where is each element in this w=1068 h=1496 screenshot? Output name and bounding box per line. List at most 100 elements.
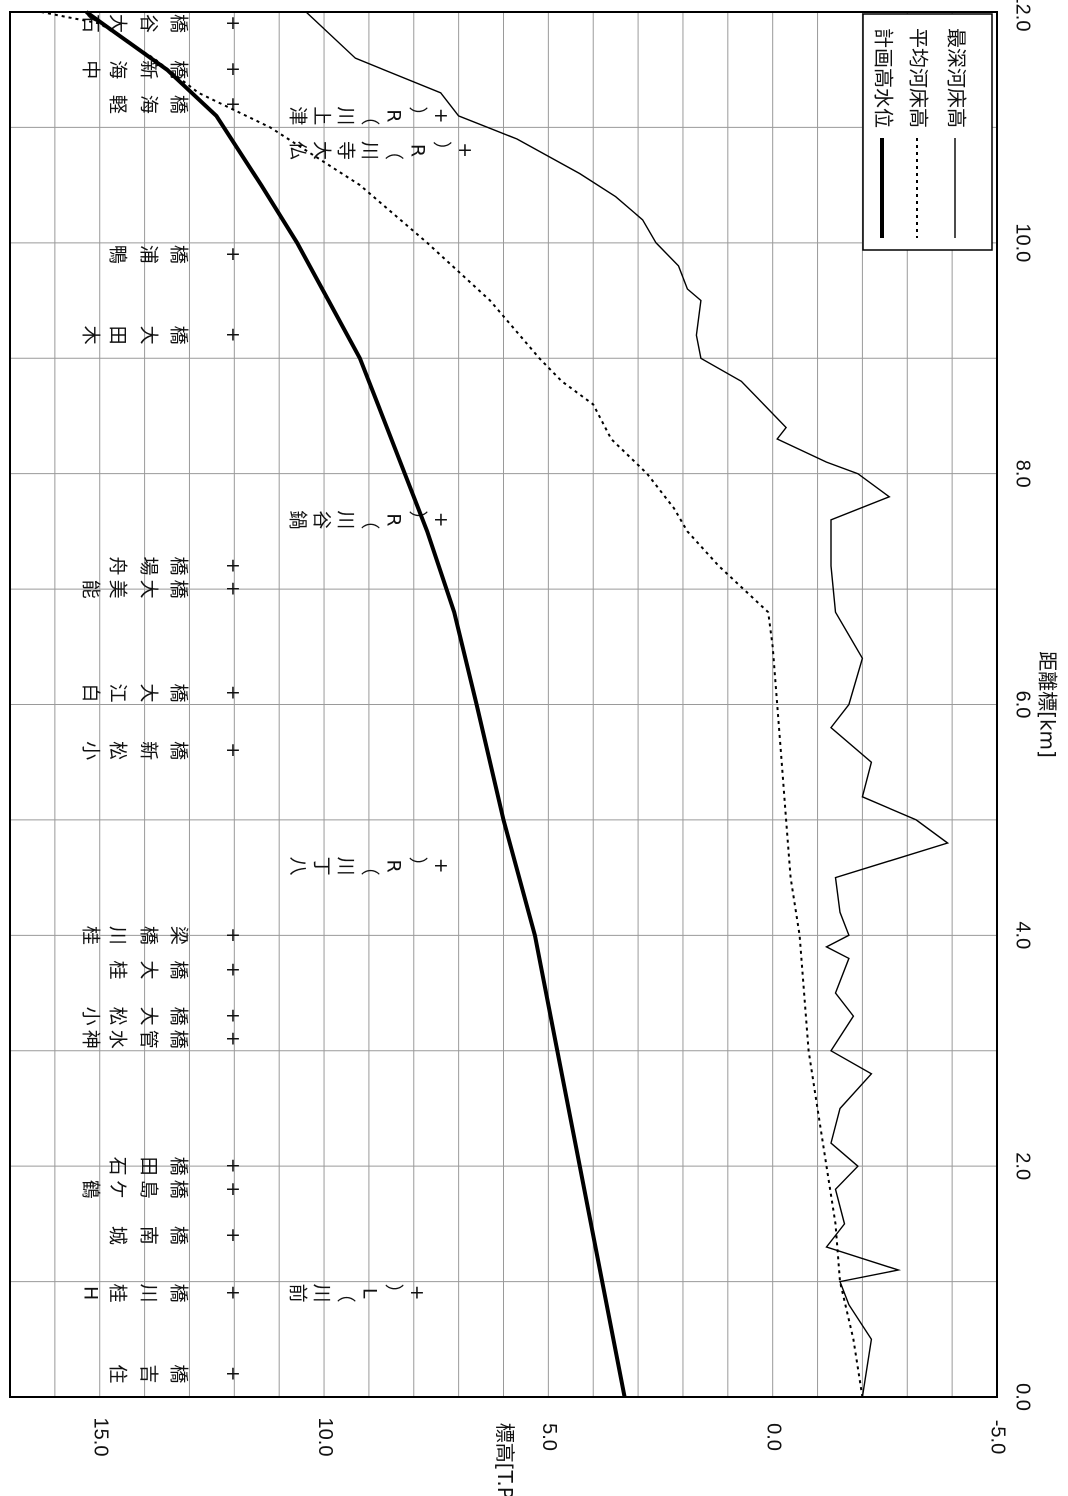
bridge-marker: + [225,1282,241,1304]
bridge-marker: + [225,12,241,34]
tributary-label-char: 川 [335,857,357,876]
tributary-label-char: 大 [311,141,333,160]
tick-labels: -5.00.05.010.015.00.02.04.06.08.010.012.… [89,0,1033,1456]
x-axis-title: 距離標[km] [1036,651,1060,758]
bridge-label-char: 松 [107,741,129,760]
bridge-label-char: 田 [138,1157,160,1176]
x-tick-label: 0.0 [1012,1383,1034,1411]
bridge-label-char: 桂 [107,960,129,979]
bridge-marker: + [225,1005,241,1027]
x-tick-label: 6.0 [1012,691,1034,719]
tributary-label-char: （ [359,510,381,529]
y-tick-label: 10.0 [314,1418,336,1457]
bridge-label: 石田橋 + [107,1155,241,1177]
bridge-label-char: 梁 [168,926,190,945]
bridge-label-char: 江 [107,683,129,702]
bridge-label-char: 中 [80,60,102,79]
bridge-label: 鴨浦橋 + [107,243,241,265]
bridge-label-char: 橋 [168,14,190,33]
series-line [41,11,864,1398]
bridge-label-char: 橋 [168,245,190,264]
bridge-marker: + [225,681,241,703]
bridge-label: 木田大橋 + [80,324,241,346]
bridge-label-char: 橋 [168,741,190,760]
bridge-marker: + [225,243,241,265]
tributary-label-char: （ [383,141,405,160]
tributary-label-char: 谷 [311,510,333,529]
bridge-label: 桂大橋 + [107,958,241,980]
bridge-label-char: 能 [80,580,102,599]
tributary-label-char: R [383,513,405,526]
bridge-label: 舟場橋 + [107,555,241,577]
bridge-label-char: 白 [80,683,102,702]
bridge-label-char: 大 [138,683,160,702]
tributary-label-char: 鍋 [287,510,309,529]
bridge-label-char: 軽 [107,95,129,114]
bridge-label-char: 鴨 [107,245,129,264]
bridge-label-char: 木 [80,326,102,345]
bridge-label-char: 大 [138,580,160,599]
tributary-label-char: R [383,859,405,872]
bridge-label-char: 海 [107,60,129,79]
tributary-label-char: 仏 [287,141,309,160]
legend-box [862,13,993,251]
bridge-label-char: 川 [138,1284,160,1303]
tributary-label-char: 川 [359,141,381,160]
bridge-label-char: 吉 [138,1364,160,1383]
bridge-marker: + [225,1224,241,1246]
y-axis-title: 標高[T.P.m] [493,1423,517,1496]
bridge-label-char: 大 [138,326,160,345]
bridge-label-char: 橋 [168,1180,190,1199]
bridge-marker: + [225,1028,241,1050]
bridge-label-char: 新 [138,741,160,760]
tributary-label-char: 上 [311,106,333,125]
bridge-label-char: 鶴 [80,1180,102,1199]
bridge-label-char: 橋 [168,1284,190,1303]
bridge-marker: + [225,958,241,980]
bridge-label: 桂川橋梁 + [80,924,241,946]
tributary-label-char: 丁 [311,857,333,876]
series-line [85,10,627,1398]
tributary-label-char: ） [431,141,453,160]
bridge-label-char: 橋 [168,95,190,114]
bridge-label-char: 神 [80,1030,102,1049]
bridge-label-char: 桂 [107,1284,129,1303]
bridge-label-char: 南 [138,1226,160,1245]
bridge-label-char: 橋 [168,326,190,345]
bridge-marker: + [225,924,241,946]
x-tick-label: 8.0 [1012,460,1034,488]
bridge-label: 住吉橋 + [107,1362,241,1384]
bridge-label-char: 水 [107,1030,129,1049]
x-tick-label: 2.0 [1012,1152,1034,1180]
bridge-label-char: 橋 [168,1157,190,1176]
bridge-label-char: 谷 [138,14,160,33]
tributary-label-char: 八 [287,857,309,876]
bridge-label-char: 美 [107,580,129,599]
bridge-label-char: 松 [107,1007,129,1026]
bridge-label-char: 橋 [168,1007,190,1026]
bridge-label-char: 舟 [107,556,129,575]
x-tick-label: 4.0 [1012,921,1034,949]
tributary-label: 八丁川（R） + [287,855,449,877]
bridge-label: 城南橋 + [107,1224,241,1246]
tributary-label-char: 寺 [335,141,357,160]
bridge-label-char: 橋 [168,1364,190,1383]
bridge-label-char: 橋 [168,683,190,702]
legend-label: 計画高水位 [872,28,896,128]
bridge-marker: + [225,93,241,115]
legend-label: 平均河床高 [907,28,931,128]
series-line [305,11,950,1398]
bridge-marker: + [225,1362,241,1384]
tributary-label-char: 川 [335,510,357,529]
bridge-label-char: 島 [138,1180,160,1199]
bridge-label-char: 橋 [168,556,190,575]
bridge-label-char: 川 [107,926,129,945]
bridge-label-char: 海 [138,95,160,114]
tributary-marker: + [433,508,449,530]
plot-border [9,11,998,1398]
tributary-marker: + [409,1282,425,1304]
bridge-label-char: 橋 [168,1030,190,1049]
bridge-label: H 桂川橋 + [80,1282,241,1304]
series-layer [41,10,950,1398]
